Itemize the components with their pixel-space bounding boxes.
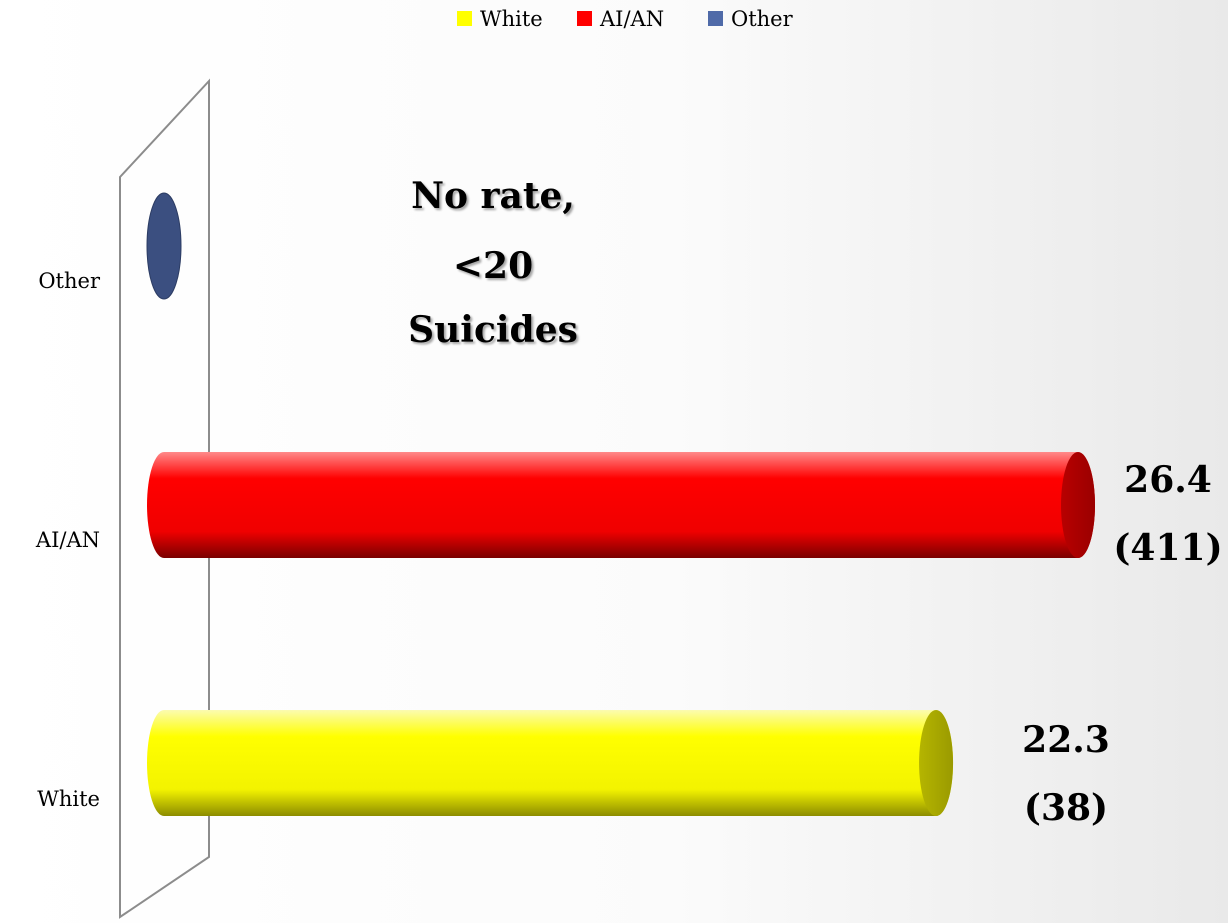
annotation-other: No rate, <20 Suicides — [408, 175, 578, 351]
bar-aian — [147, 452, 1095, 558]
bar-white-cap — [919, 710, 954, 816]
category-label-white: White — [37, 787, 100, 811]
annotation-line-1: No rate, — [411, 175, 575, 217]
legend-swatch-white — [457, 11, 472, 26]
bar-white-body — [147, 710, 954, 816]
legend-label-other: Other — [731, 7, 794, 31]
value-label-aian-count: (411) — [1113, 527, 1222, 569]
bar-other-base — [146, 192, 182, 300]
bar-white — [147, 710, 954, 816]
value-label-white-rate: 22.3 — [1022, 719, 1110, 761]
category-label-aian: AI/AN — [35, 528, 100, 552]
bar-aian-body — [147, 452, 1095, 558]
legend-label-white: White — [480, 7, 543, 31]
annotation-line-3: Suicides — [408, 309, 578, 351]
legend-label-aian: AI/AN — [599, 7, 664, 31]
value-label-white-count: (38) — [1024, 787, 1108, 829]
annotation-line-2: <20 — [453, 245, 533, 287]
legend-swatch-other — [708, 11, 723, 26]
category-label-other: Other — [38, 269, 101, 293]
legend-swatch-aian — [577, 11, 592, 26]
legend: White AI/AN Other — [457, 7, 794, 31]
value-label-aian-rate: 26.4 — [1124, 459, 1212, 501]
bar-aian-cap — [1061, 452, 1095, 558]
